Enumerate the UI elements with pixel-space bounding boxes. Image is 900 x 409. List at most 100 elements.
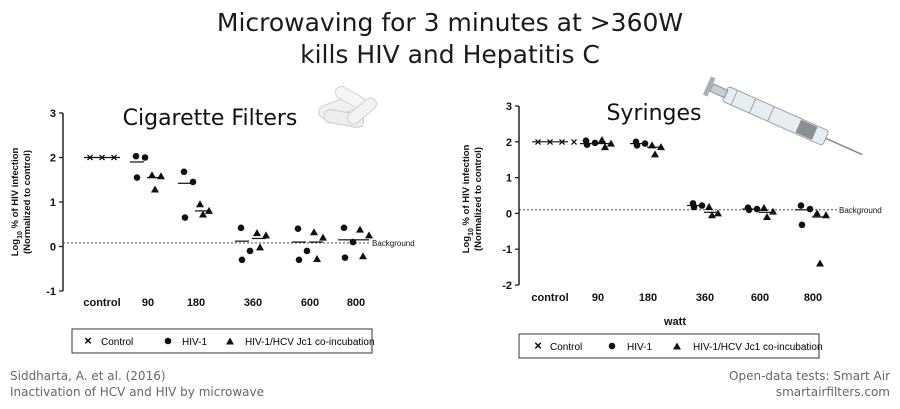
data-point-circle: [340, 224, 348, 232]
data-point-circle: [745, 206, 753, 214]
data-point-circle: [189, 178, 197, 186]
data-point-triangle: [199, 210, 207, 218]
circle-icon: [608, 342, 616, 350]
data-point-circle: [295, 256, 303, 264]
triangle-icon: [226, 337, 234, 345]
data-point-triangle: [651, 150, 659, 158]
data-point-circle: [303, 247, 311, 255]
syringe-image: [702, 76, 863, 156]
x-tick-label: 360: [244, 297, 262, 309]
y-tick-label: -2: [502, 280, 512, 292]
legend-left: × Control HIV-1 HIV-1/HCV Jc1 co-incubat…: [71, 328, 375, 354]
data-point-triangle: [256, 243, 264, 251]
background-label: Background: [372, 239, 415, 248]
data-point-triangle: [151, 185, 159, 193]
y-tick-label: 3: [50, 108, 56, 120]
y-tick-label: 1: [50, 197, 56, 209]
x-tick-label: control: [83, 297, 120, 309]
y-tick-label: -1: [502, 244, 512, 256]
background-label: Background: [839, 206, 882, 215]
data-point-triangle: [769, 207, 777, 215]
data-point-circle: [806, 205, 814, 213]
data-point-circle: [641, 140, 649, 147]
data-point-circle: [238, 256, 246, 264]
data-point-triangle: [705, 202, 713, 210]
y-tick-label: 2: [50, 153, 56, 165]
chart-cigarette-filters: Cigarette Filters -1 0 1 2 3 Log10 % of HIV in…: [10, 106, 415, 309]
x-tick-label: 800: [804, 292, 822, 304]
y-axis-label-line2: (Normalized to control): [22, 150, 33, 254]
legend-hcv-label: HIV-1/HCV Jc1 co-incubation: [693, 342, 823, 353]
y-axis-label: Log10 % of HIV infection: [461, 144, 475, 253]
data-point-x: ×: [570, 135, 577, 149]
data-point-circle: [133, 174, 141, 181]
data-point-triangle: [763, 212, 771, 220]
data-point-triangle: [359, 252, 367, 260]
panel-title: Cigarette Filters: [123, 106, 298, 131]
legend-hiv-label: HIV-1: [182, 337, 207, 348]
page-title-line1: Microwaving for 3 minutes at >360W: [216, 8, 684, 37]
source-website: smartairfilters.com: [775, 385, 890, 399]
data-point-circle: [341, 254, 349, 261]
x-axis-label: watt: [663, 316, 686, 328]
data-point-triangle: [356, 225, 364, 233]
data-point-circle: [132, 152, 140, 160]
data-point-circle: [246, 247, 254, 255]
data-point-circle: [798, 221, 806, 229]
data-point-triangle: [319, 233, 327, 241]
citation-title: Inactivation of HCV and HIV by microwave: [10, 385, 264, 399]
data-point-circle: [591, 139, 599, 147]
legend-control-label: Control: [101, 337, 133, 348]
data-point-triangle: [708, 211, 716, 219]
x-tick-label: 600: [301, 297, 319, 309]
x-tick-label: 360: [696, 292, 714, 304]
y-tick-label: 3: [506, 101, 512, 113]
data-point-triangle: [313, 254, 321, 262]
citation-authors: Siddharta, A. et al. (2016): [10, 369, 166, 383]
data-point-circle: [141, 154, 149, 161]
triangle-icon: [673, 342, 681, 350]
y-tick-label: 0: [506, 208, 512, 220]
data-point-triangle: [598, 136, 606, 144]
y-axis-label: Log10 % of HIV infection: [10, 147, 24, 256]
data-point-circle: [583, 141, 591, 148]
control-x-icon: ×: [534, 338, 542, 353]
control-x-icon: ×: [84, 333, 92, 348]
data-point-triangle: [196, 200, 204, 208]
x-tick-label: 800: [347, 297, 365, 309]
x-tick-label: control: [531, 292, 568, 304]
x-tick-label: 180: [187, 297, 205, 309]
x-tick-label: 90: [592, 292, 604, 304]
y-tick-label: 1: [506, 173, 512, 185]
data-point-triangle: [760, 204, 768, 212]
y-tick-label: 0: [50, 242, 56, 254]
data-point-circle: [180, 168, 188, 176]
legend-control-label: Control: [550, 342, 582, 353]
data-point-triangle: [813, 209, 821, 217]
data-point-circle: [690, 203, 698, 211]
page-title-line2: kills HIV and Hepatitis C: [300, 40, 600, 69]
legend-right: × Control HIV-1 HIV-1/HCV Jc1 co-incubat…: [518, 333, 823, 359]
data-point-circle: [698, 202, 706, 209]
x-tick-label: 600: [751, 292, 769, 304]
citation: Siddharta, A. et al. (2016) Inactivation…: [10, 368, 264, 400]
data-point-circle: [181, 214, 189, 221]
x-tick-label: 90: [142, 297, 154, 309]
data-point-triangle: [157, 172, 165, 180]
source-credit: Open-data tests: Smart Air smartairfilte…: [729, 368, 890, 400]
panel-title: Syringes: [606, 101, 701, 126]
chart-syringes: Syringes -2 -1 0 1 2 3 Log10 % of HIV infection…: [461, 101, 882, 328]
data-point-circle: [797, 202, 805, 209]
y-axis-label-line2: (Normalized to control): [473, 147, 484, 251]
circle-icon: [164, 337, 172, 345]
data-point-triangle: [816, 259, 824, 267]
cigarette-filters-image: [318, 86, 377, 128]
legend-hcv-label: HIV-1/HCV Jc1 co-incubation: [245, 337, 375, 348]
data-point-triangle: [365, 231, 373, 239]
data-point-circle: [753, 205, 761, 213]
data-point-triangle: [253, 229, 261, 237]
data-point-circle: [237, 224, 245, 232]
x-tick-label: 180: [639, 292, 657, 304]
source-label: Open-data tests: Smart Air: [729, 369, 890, 383]
